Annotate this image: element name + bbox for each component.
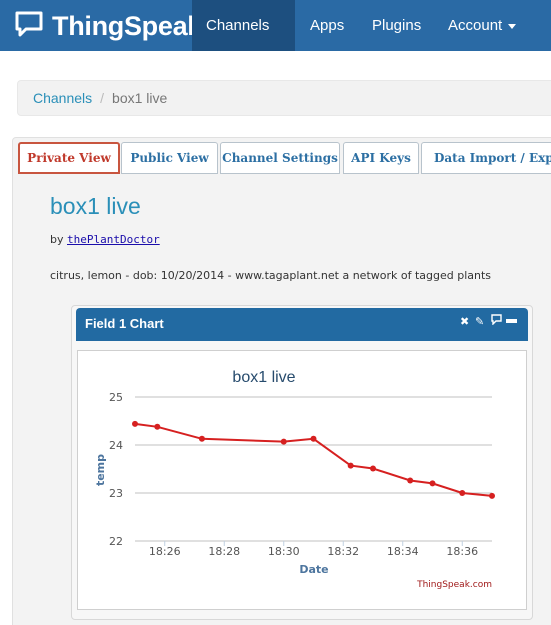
nav-account-label: Account [448, 17, 503, 34]
data-point[interactable] [198, 435, 205, 442]
y-tick-label: 24 [109, 439, 123, 452]
tab-public-view[interactable]: Public View [121, 142, 218, 174]
brand-logo[interactable]: ThingSpeak [14, 10, 202, 42]
channel-description: citrus, lemon - dob: 10/20/2014 - www.ta… [50, 269, 492, 282]
data-point[interactable] [407, 477, 414, 484]
x-tick-label: 18:32 [327, 545, 359, 558]
y-axis-ticks: 22 23 24 25 [109, 391, 123, 548]
data-point[interactable] [370, 465, 376, 472]
close-icon[interactable]: ✖ [460, 315, 470, 328]
x-axis-ticks: 18:26 18:28 18:30 18:32 18:34 18:36 [149, 541, 478, 558]
nav-apps-label: Apps [310, 17, 345, 34]
y-tick-label: 25 [109, 391, 123, 404]
nav-apps[interactable]: Apps [296, 0, 358, 51]
x-tick-label: 18:26 [149, 545, 181, 558]
channel-byline: by thePlantDoctor [50, 233, 160, 246]
byline-prefix: by [50, 233, 64, 246]
nav-channels-label: Channels [206, 17, 270, 34]
tab-api-keys[interactable]: API Keys [343, 142, 419, 174]
caret-down-icon [212, 74, 220, 80]
breadcrumb-current: box1 live [112, 90, 168, 106]
nav-channels[interactable]: Channels [192, 0, 295, 80]
data-point[interactable] [489, 492, 495, 499]
channel-title: box1 live [50, 193, 141, 219]
widget-title: Field 1 Chart [85, 316, 164, 331]
caret-down-icon [508, 23, 517, 29]
widget-header [76, 308, 528, 341]
chart-gridlines [135, 396, 492, 542]
data-point[interactable] [429, 480, 436, 487]
data-point[interactable] [132, 420, 138, 427]
x-tick-label: 18:28 [208, 545, 240, 558]
tab-private-view[interactable]: Private View [18, 142, 120, 174]
y-axis-label: temp [94, 454, 107, 486]
data-point[interactable] [459, 490, 466, 496]
breadcrumb-separator: / [100, 90, 105, 106]
series-line [134, 422, 493, 497]
breadcrumb: Channels / box1 live [17, 80, 551, 116]
tab-channel-settings[interactable]: Channel Settings [220, 142, 340, 174]
chart-title: box1 live [232, 369, 295, 386]
x-tick-label: 18:36 [446, 545, 478, 558]
breadcrumb-channels-link[interactable]: Channels [33, 90, 93, 106]
author-link[interactable]: thePlantDoctor [67, 233, 160, 246]
x-tick-label: 18:30 [268, 545, 300, 558]
edit-icon[interactable]: ✎ [475, 315, 485, 328]
x-tick-label: 18:34 [387, 545, 419, 558]
minimize-icon[interactable] [506, 319, 517, 323]
nav-plugins-label: Plugins [372, 17, 422, 34]
data-point[interactable] [154, 423, 161, 430]
y-tick-label: 23 [109, 487, 123, 500]
series-points [132, 420, 495, 499]
chart-credit[interactable]: ThingSpeak.com [416, 580, 492, 590]
comment-icon[interactable] [491, 314, 502, 330]
chat-bubble-logo-icon [14, 10, 44, 42]
x-axis-label: Date [299, 563, 328, 576]
brand-name: ThingSpeak [52, 10, 203, 41]
data-point[interactable] [280, 438, 287, 445]
data-point[interactable] [310, 435, 317, 442]
nav-account[interactable]: Account [434, 0, 530, 51]
tab-data-import-export[interactable]: Data Import / Export [421, 142, 551, 174]
top-navbar: ThingSpeak Channels Apps Plugins Account [0, 0, 551, 80]
y-tick-label: 22 [109, 535, 123, 548]
chart-area [77, 350, 527, 610]
nav-plugins[interactable]: Plugins [358, 0, 435, 51]
data-point[interactable] [347, 462, 354, 469]
